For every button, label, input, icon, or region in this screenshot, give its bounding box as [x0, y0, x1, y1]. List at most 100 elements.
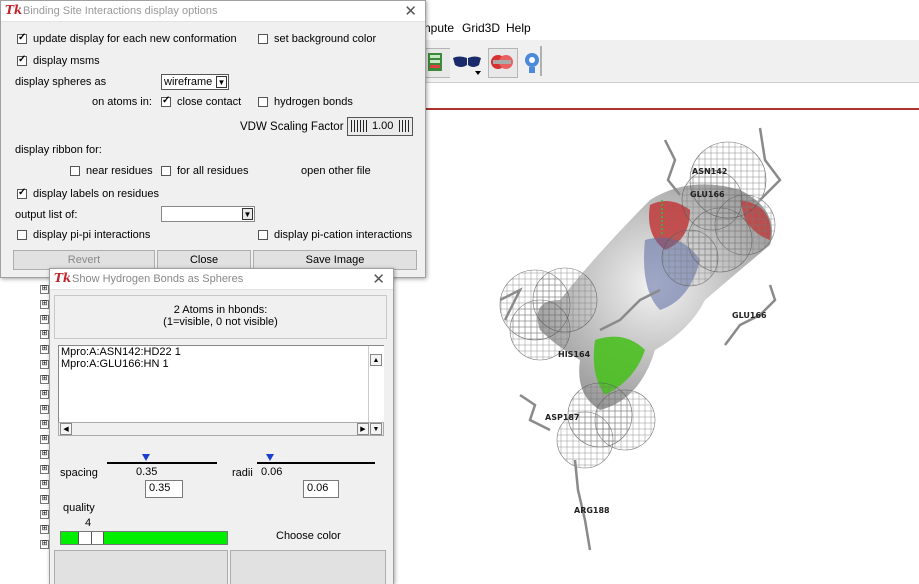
checkbox-box[interactable] [258, 230, 268, 240]
hbond-dialog-titlebar[interactable]: Tk Show Hydrogen Bonds as Spheres ✕ [50, 269, 393, 290]
main-toolbar [420, 40, 919, 83]
output-list-label: output list of: [15, 209, 78, 221]
binding-dialog-titlebar[interactable]: Tk Binding Site Interactions display opt… [1, 1, 425, 22]
revert-button[interactable]: Revert [13, 250, 155, 270]
scroll-up-icon[interactable]: ▲ [370, 354, 382, 366]
tree-expand-box[interactable]: ⊞ [40, 465, 49, 474]
choose-color-button[interactable]: Choose color [276, 530, 341, 542]
hydrogen-bonds-checkbox[interactable]: hydrogen bonds [258, 96, 353, 108]
list-item[interactable]: Mpro:A:GLU166:HN 1 [61, 358, 169, 370]
save-image-button[interactable]: Save Image [253, 250, 417, 270]
quality-slider[interactable] [60, 531, 228, 545]
residue-label: GLU166 [690, 190, 725, 199]
tree-expand-box[interactable]: ⊞ [40, 420, 49, 429]
tree-expand-box[interactable]: ⊞ [40, 405, 49, 414]
menu-help[interactable]: Help [506, 21, 531, 35]
on-atoms-label: on atoms in: [92, 96, 152, 108]
tree-expand-box[interactable]: ⊞ [40, 300, 49, 309]
quality-slider-thumb[interactable] [78, 532, 104, 544]
scroll-left-icon[interactable]: ◀ [60, 423, 72, 435]
radii-slider-thumb[interactable] [266, 454, 274, 461]
hbond-atom-list[interactable]: Mpro:A:ASN142:HD22 1 Mpro:A:GLU166:HN 1 [58, 345, 384, 423]
quality-value: 4 [85, 517, 92, 529]
tree-expand-box[interactable]: ⊞ [40, 285, 49, 294]
list-item[interactable]: Mpro:A:ASN142:HD22 1 [61, 346, 181, 358]
tree-expand-box[interactable]: ⊞ [40, 435, 49, 444]
thumbwheel-icon [399, 120, 409, 132]
menu-grid3d[interactable]: Grid3D [462, 21, 501, 35]
render-button[interactable] [488, 48, 518, 78]
tree-expand-box[interactable]: ⊞ [40, 345, 49, 354]
spacing-input[interactable]: 0.35 [145, 480, 183, 498]
radii-input[interactable]: 0.06 [303, 480, 339, 498]
near-residues-checkbox[interactable]: near residues [70, 165, 153, 177]
spacing-slider-value: 0.35 [136, 466, 158, 478]
hbond-spheres-dialog: Tk Show Hydrogen Bonds as Spheres ✕ 2 At… [49, 268, 394, 584]
close-icon[interactable]: ✕ [372, 271, 385, 288]
open-other-file-button[interactable]: open other file [301, 165, 371, 177]
grid-icon [428, 53, 442, 71]
radii-label: radii [232, 467, 253, 479]
list-horizontal-scrollbar[interactable]: ◀ ▶ ▼ [58, 422, 384, 436]
molecular-viewer-canvas[interactable]: ASN142 GLU166 GLU166 HIS164 ASP187 ARG18… [420, 110, 919, 583]
menu-compute[interactable]: npute [424, 21, 455, 35]
close-contact-checkbox[interactable]: close contact [161, 95, 241, 108]
glasses-icon [453, 56, 481, 75]
residue-label: ASN142 [692, 167, 727, 176]
grid-tool-button[interactable] [421, 48, 451, 78]
tk-icon: Tk [54, 271, 72, 285]
atoms-count-text: 2 Atoms in hbonds: [173, 304, 268, 316]
visibility-legend-text: (1=visible, 0 not visible) [163, 316, 278, 328]
tree-expand-box[interactable]: ⊞ [40, 450, 49, 459]
tree-expand-box[interactable]: ⊞ [40, 495, 49, 504]
tree-expand-box[interactable]: ⊞ [40, 525, 49, 534]
checkbox-box[interactable] [161, 95, 171, 107]
checkbox-box[interactable] [17, 230, 27, 240]
red-spheres-icon [491, 55, 513, 69]
checkbox-box[interactable] [17, 54, 27, 66]
close-button[interactable]: Close [157, 250, 251, 270]
set-bg-color-checkbox[interactable]: set background color [258, 33, 376, 45]
checkbox-box[interactable] [70, 166, 80, 176]
pi-pi-checkbox[interactable]: display pi-pi interactions [17, 229, 150, 241]
spacing-slider[interactable] [107, 462, 217, 464]
stereo-glasses-button[interactable] [450, 48, 488, 78]
close-icon[interactable]: ✕ [404, 3, 417, 20]
main-menubar: npute Grid3D Help [420, 17, 919, 39]
spacing-label: spacing [60, 467, 98, 479]
tree-expand-box[interactable]: ⊞ [40, 315, 49, 324]
residue-label: HIS164 [558, 350, 591, 359]
output-list-combobox[interactable]: ▼ [161, 206, 255, 222]
tree-expand-box[interactable]: ⊞ [40, 390, 49, 399]
spheres-style-menu[interactable]: wireframe ▼ [161, 74, 229, 90]
tree-expand-box[interactable]: ⊞ [40, 375, 49, 384]
spacing-slider-thumb[interactable] [142, 454, 150, 461]
bottom-right-button[interactable] [230, 550, 386, 584]
scroll-down-icon[interactable]: ▼ [370, 423, 382, 435]
pi-cation-checkbox[interactable]: display pi-cation interactions [258, 229, 412, 241]
display-labels-checkbox[interactable]: display labels on residues [17, 187, 159, 200]
vdw-label: VDW Scaling Factor [240, 121, 344, 133]
display-msms-checkbox[interactable]: display msms [17, 54, 100, 67]
update-display-checkbox[interactable]: update display for each new conformation [17, 32, 237, 45]
vdw-thumbwheel[interactable]: 1.00 [347, 117, 413, 136]
checkbox-box[interactable] [258, 34, 268, 44]
checkbox-box[interactable] [258, 97, 268, 107]
checkbox-box[interactable] [161, 166, 171, 176]
dialog-title: Show Hydrogen Bonds as Spheres [72, 273, 244, 285]
tree-expand-box[interactable]: ⊞ [40, 540, 49, 549]
list-vertical-scrollbar[interactable]: ▲ [368, 346, 384, 422]
radii-slider[interactable] [257, 462, 375, 464]
tree-expand-box[interactable]: ⊞ [40, 510, 49, 519]
tree-expand-box[interactable]: ⊞ [40, 480, 49, 489]
checkbox-box[interactable] [17, 187, 27, 199]
pmv-button[interactable] [518, 48, 548, 78]
residue-label: ARG188 [574, 506, 610, 515]
tree-expand-box[interactable]: ⊞ [40, 360, 49, 369]
all-residues-checkbox[interactable]: for all residues [161, 165, 249, 177]
scroll-right-icon[interactable]: ▶ [357, 423, 369, 435]
dropdown-arrow-icon: ▼ [216, 76, 227, 88]
tree-expand-box[interactable]: ⊞ [40, 330, 49, 339]
bottom-left-button[interactable] [54, 550, 228, 584]
checkbox-box[interactable] [17, 32, 27, 44]
